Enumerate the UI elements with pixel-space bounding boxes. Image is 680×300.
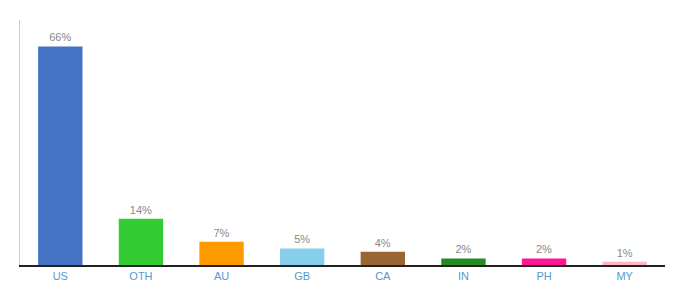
svg-text:GB: GB xyxy=(294,270,310,282)
svg-text:7%: 7% xyxy=(214,227,230,239)
svg-text:4%: 4% xyxy=(375,237,391,249)
svg-text:5%: 5% xyxy=(294,233,310,245)
svg-text:OTH: OTH xyxy=(129,270,152,282)
svg-text:US: US xyxy=(53,270,68,282)
svg-text:MY: MY xyxy=(616,270,633,282)
svg-text:2%: 2% xyxy=(455,243,471,255)
svg-text:66%: 66% xyxy=(49,31,71,43)
svg-text:AU: AU xyxy=(214,270,229,282)
svg-text:CA: CA xyxy=(375,270,391,282)
svg-text:14%: 14% xyxy=(130,204,152,216)
svg-text:IN: IN xyxy=(458,270,469,282)
svg-text:1%: 1% xyxy=(617,247,633,259)
svg-text:PH: PH xyxy=(536,270,551,282)
svg-text:2%: 2% xyxy=(536,243,552,255)
